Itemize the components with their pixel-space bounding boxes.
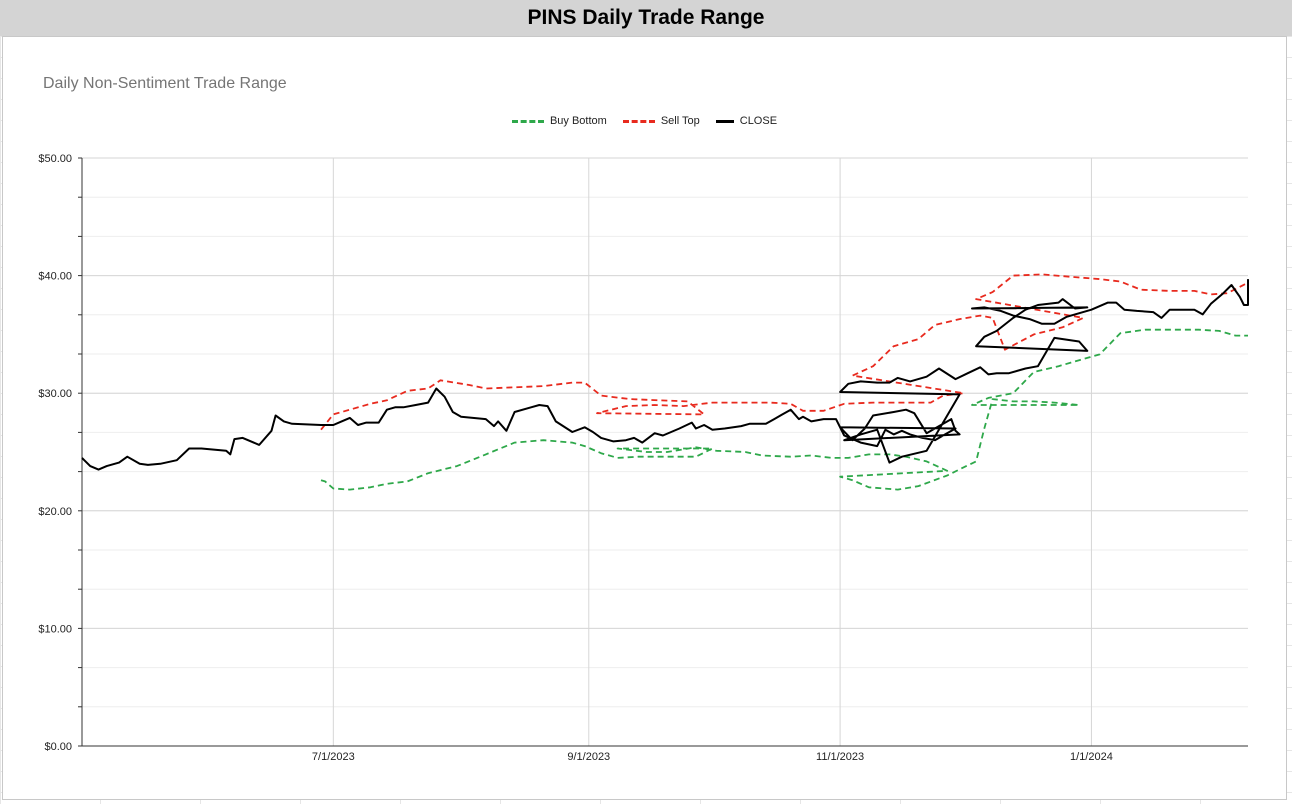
close-line bbox=[81, 279, 1249, 471]
legend-label-close: CLOSE bbox=[739, 115, 778, 127]
y-tick-label: $20.00 bbox=[38, 506, 72, 518]
y-tick-label: $10.00 bbox=[38, 623, 72, 635]
y-tick-label: $30.00 bbox=[38, 388, 72, 400]
sell-top-line bbox=[320, 273, 1249, 431]
y-tick-label: $40.00 bbox=[38, 271, 72, 283]
chart-plot: $0.00 $10.00 $20.00 $30.00 $40.00 $50.00 7/1/2… bbox=[38, 153, 1249, 763]
buy-bottom-line bbox=[320, 328, 1248, 491]
legend-item-sell-top: Sell Top bbox=[622, 115, 700, 127]
x-tick-label: 7/1/2023 bbox=[312, 751, 355, 763]
legend-item-buy-bottom: Buy Bottom bbox=[511, 115, 607, 127]
y-tick-label: $50.00 bbox=[38, 153, 72, 165]
legend-swatch-sell-top bbox=[622, 119, 655, 123]
legend-label-buy-bottom: Buy Bottom bbox=[549, 115, 607, 127]
y-tick-label: $0.00 bbox=[44, 741, 72, 753]
legend-swatch-close bbox=[715, 119, 734, 123]
legend-item-close: CLOSE bbox=[715, 115, 778, 127]
legend-swatch-buy-bottom bbox=[511, 119, 544, 123]
x-tick-label: 1/1/2024 bbox=[1070, 751, 1113, 763]
chart-title: Daily Non-Sentiment Trade Range bbox=[43, 75, 287, 92]
chart-panel[interactable]: Daily Non-Sentiment Trade Range Buy Bott… bbox=[2, 36, 1287, 800]
x-tick-label: 9/1/2023 bbox=[567, 751, 610, 763]
legend-label-sell-top: Sell Top bbox=[660, 115, 700, 127]
chart-legend: Buy Bottom Sell Top CLOSE bbox=[3, 115, 1286, 127]
x-tick-label: 11/1/2023 bbox=[816, 751, 864, 763]
page-title: PINS Daily Trade Range bbox=[0, 0, 1292, 37]
